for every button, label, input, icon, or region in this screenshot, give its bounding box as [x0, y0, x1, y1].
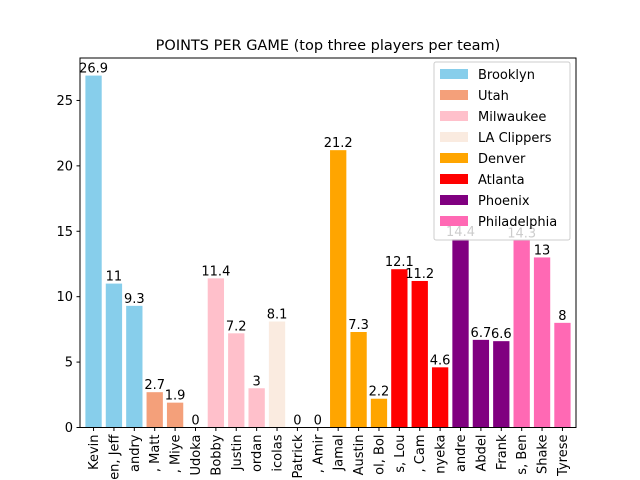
y-tick-label-0: 0 [65, 421, 73, 436]
x-tick-label-18: andre [454, 434, 469, 472]
x-tick-label-23: Tyrese [556, 434, 571, 476]
y-tick-label-3: 15 [56, 225, 73, 240]
x-tick-label-4: , Miye [169, 435, 184, 474]
bar-value-label-8: 3 [253, 374, 261, 389]
legend-label-6: Phoenix [478, 194, 530, 209]
legend-swatch-4 [440, 153, 468, 163]
bar-16 [411, 280, 428, 428]
x-tick-label-15: s, Lou [393, 435, 408, 473]
x-tick-label-10: Patrick [291, 434, 306, 478]
bar-12 [330, 150, 347, 428]
bar-value-label-1: 11 [106, 270, 123, 285]
x-tick-label-21: s, Ben [515, 435, 530, 475]
bar-value-label-20: 6.6 [491, 327, 512, 342]
bar-7 [228, 333, 245, 428]
chart-title: POINTS PER GAME (top three players per t… [156, 38, 501, 54]
y-tick-label-4: 20 [56, 159, 73, 174]
x-tick-label-2: andry [128, 434, 143, 472]
x-tick-label-6: Bobby [209, 434, 224, 475]
bar-value-label-11: 0 [314, 414, 322, 429]
bar-13 [350, 332, 367, 428]
x-tick-label-9: icolas [271, 434, 286, 471]
bar-22 [533, 257, 551, 428]
bar-value-label-23: 8 [558, 309, 566, 324]
bar-value-label-9: 8.1 [267, 308, 288, 323]
bar-19 [472, 339, 490, 428]
x-tick-label-12: Jamal [332, 435, 347, 472]
bar-17 [431, 367, 449, 428]
x-tick-label-22: Shake [536, 435, 551, 475]
bar-value-label-7: 7.2 [226, 319, 247, 334]
bar-20 [493, 341, 510, 428]
bar-21 [513, 240, 530, 428]
legend-label-3: LA Clippers [478, 131, 552, 146]
bar-value-label-17: 4.6 [430, 353, 451, 368]
bar-23 [554, 322, 571, 428]
bar-8 [248, 388, 265, 428]
x-tick-label-11: , Amir [311, 434, 326, 473]
bar-4 [166, 402, 184, 428]
legend-swatch-6 [440, 195, 468, 205]
x-tick-label-13: Austin [352, 435, 367, 476]
bar-value-label-13: 7.3 [348, 318, 369, 333]
bar-value-label-15: 12.1 [385, 255, 414, 270]
legend-label-1: Utah [478, 89, 509, 104]
bar-value-label-22: 13 [534, 243, 551, 258]
bar-value-label-16: 11.2 [405, 267, 434, 282]
bar-value-label-6: 11.4 [201, 264, 230, 279]
x-tick-label-19: Abdel [474, 435, 489, 472]
bar-value-label-2: 9.3 [124, 292, 145, 307]
legend-swatch-1 [440, 90, 468, 100]
bar-value-label-10: 0 [293, 414, 301, 429]
bar-9 [268, 321, 286, 428]
bar-14 [370, 398, 388, 428]
x-tick-label-16: , Cam [413, 435, 428, 473]
bar-0 [85, 75, 102, 428]
x-tick-label-7: Justin [230, 435, 245, 472]
bar-1 [105, 283, 123, 428]
legend-label-2: Milwaukee [478, 110, 546, 125]
bars-layer [85, 75, 571, 428]
legend-label-4: Denver [478, 152, 526, 167]
legend-label-5: Atlanta [478, 173, 525, 188]
y-tick-label-2: 10 [56, 290, 73, 305]
bar-value-label-19: 6.7 [471, 326, 492, 341]
plot-frame [79, 57, 577, 428]
legend-swatch-3 [440, 132, 468, 142]
legend: Brooklyn Utah Milwaukee LA Clippers Denver At… [433, 61, 571, 241]
y-tick-label-5: 25 [56, 94, 73, 109]
x-tick-label-3: , Matt [148, 435, 163, 473]
x-tick-label-0: Kevin [87, 435, 102, 470]
x-tick-label-8: ordan [250, 435, 265, 473]
bar-value-label-14: 2.2 [369, 385, 390, 400]
y-axis: 0 5 10 15 20 25 [56, 94, 80, 436]
bar-2 [126, 305, 143, 428]
x-tick-label-1: en, Jeff [107, 433, 122, 479]
bar-value-label-12: 21.2 [324, 136, 353, 151]
legend-swatch-5 [440, 174, 468, 184]
bar-15 [391, 269, 408, 428]
legend-swatch-2 [440, 111, 468, 121]
x-tick-label-14: ol, Bol [372, 435, 387, 475]
bar-value-label-0: 26.9 [79, 62, 108, 77]
bar-value-label-4: 1.9 [165, 389, 186, 404]
legend-label-7: Philadelphia [478, 215, 557, 230]
y-tick-label-1: 5 [65, 356, 73, 371]
bar-3 [146, 392, 163, 428]
x-axis: Kevin en, Jeff andry , Matt , Miye Udoka Bobby… [87, 427, 571, 480]
x-tick-label-5: Udoka [189, 435, 204, 476]
bar-value-label-3: 2.7 [144, 378, 165, 393]
bar-6 [207, 278, 225, 428]
legend-swatch-7 [440, 216, 468, 226]
bar-value-label-5: 0 [191, 414, 199, 429]
x-tick-label-17: nyeka [434, 435, 449, 474]
legend-label-0: Brooklyn [478, 68, 535, 83]
x-tick-label-20: Frank [495, 434, 510, 470]
legend-swatch-0 [440, 69, 468, 79]
bar-18 [452, 239, 469, 428]
